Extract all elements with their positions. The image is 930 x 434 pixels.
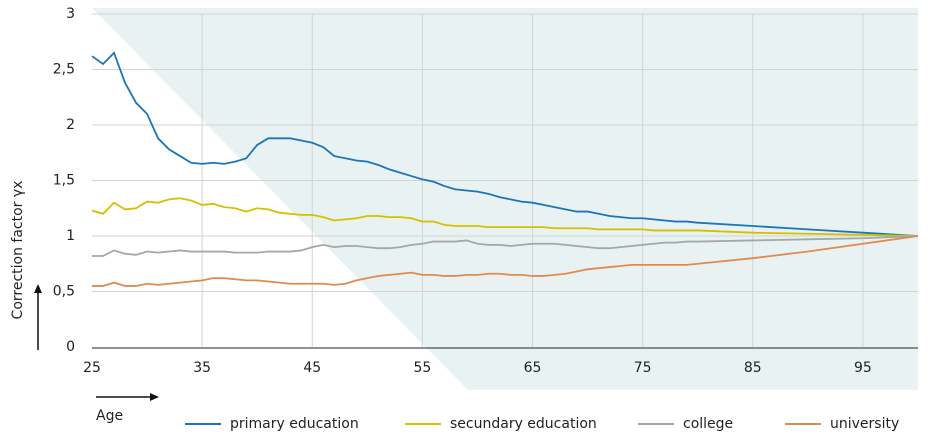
x-axis-label: Age [96, 408, 123, 424]
x-tick-label: 85 [744, 360, 762, 376]
x-tick-label: 75 [634, 360, 652, 376]
legend-label: primary education [230, 416, 359, 432]
y-tick-label: 2 [66, 117, 75, 133]
x-tick-label: 45 [303, 360, 321, 376]
x-tick-label: 65 [524, 360, 542, 376]
data-line [92, 235, 919, 257]
y-tick-label: 1,5 [53, 173, 75, 189]
legend-label: university [830, 416, 899, 432]
legend-label: secundary education [450, 416, 597, 432]
y-tick-label: 0 [66, 339, 75, 355]
data-line [92, 235, 919, 287]
y-axis-label: Correction factor γx [10, 181, 26, 320]
x-tick-label: 55 [413, 360, 431, 376]
x-tick-label: 25 [83, 360, 101, 376]
y-tick-label: 1 [66, 228, 75, 244]
y-tick-label: 0,5 [53, 284, 75, 300]
y-tick-label: 2,5 [53, 62, 75, 78]
legend-label: college [683, 416, 733, 432]
data-line [91, 197, 919, 237]
x-tick-label: 95 [854, 360, 872, 376]
x-arrow-head [150, 393, 159, 401]
y-arrow-head [34, 284, 42, 293]
y-tick-label: 3 [66, 6, 75, 22]
data-line [91, 51, 919, 237]
x-tick-label: 35 [193, 360, 211, 376]
